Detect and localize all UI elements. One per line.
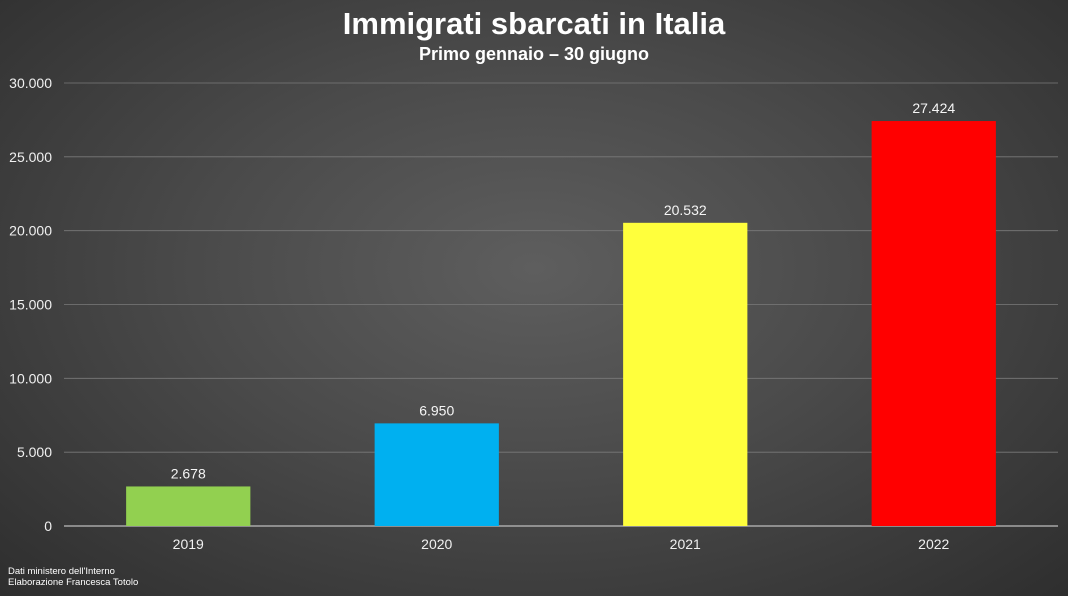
x-tick-label-2019: 2019 <box>173 536 204 552</box>
chart-title: Immigrati sbarcati in Italia <box>342 6 726 41</box>
data-label-2021: 20.532 <box>664 202 707 218</box>
y-axis-ticks: 0 5.000 10.000 15.000 20.000 25.000 30.000 <box>9 75 52 534</box>
y-tick-label: 0 <box>44 518 52 534</box>
x-tick-label-2020: 2020 <box>421 536 452 552</box>
bar-2021 <box>623 222 748 527</box>
data-label-2019: 2.678 <box>171 465 206 481</box>
source-line-data: Dati ministero dell'Interno <box>8 566 115 577</box>
data-label-2020: 6.950 <box>419 402 454 418</box>
y-tick-label: 30.000 <box>9 75 52 91</box>
x-tick-label-2021: 2021 <box>670 536 701 552</box>
bar-2019 <box>126 486 251 526</box>
y-tick-label: 10.000 <box>9 370 52 386</box>
y-tick-label: 25.000 <box>9 149 52 165</box>
bar-2020 <box>374 423 499 526</box>
y-tick-label: 20.000 <box>9 223 52 239</box>
x-axis-ticks: 2019 2020 2021 2022 <box>173 536 950 552</box>
x-tick-label-2022: 2022 <box>918 536 949 552</box>
source-note: Dati ministero dell'Interno Elaborazione… <box>8 566 138 588</box>
data-labels: 2.678 6.950 20.532 27.424 <box>171 100 956 481</box>
y-tick-label: 5.000 <box>17 444 52 460</box>
bars <box>126 121 996 527</box>
chart-subtitle: Primo gennaio – 30 giugno <box>418 44 650 64</box>
source-line-author: Elaborazione Francesca Totolo <box>8 577 139 588</box>
data-label-2022: 27.424 <box>912 100 955 116</box>
bar-2022 <box>871 121 996 526</box>
y-tick-label: 15.000 <box>9 297 52 313</box>
